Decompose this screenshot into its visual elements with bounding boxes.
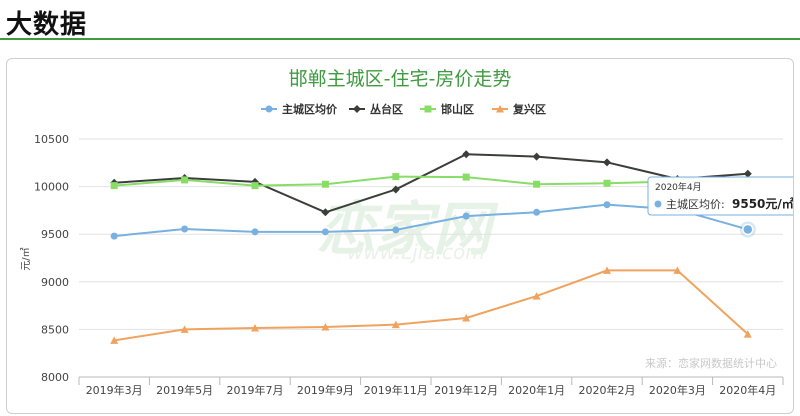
x-tick-label: 2020年3月 xyxy=(649,383,706,397)
data-point[interactable] xyxy=(391,185,400,194)
chart-panel: 恋家网 www.Ljia.com 邯郸主城区-住宅-房价走势 主城区均价 丛台区 邯… xyxy=(6,58,794,414)
tooltip-date: 2020年4月 xyxy=(655,181,702,193)
y-axis: 8000 8500 9000 9500 10000 10500 xyxy=(34,133,69,384)
x-tick-label: 2019年9月 xyxy=(297,383,354,397)
x-tick-label: 2019年12月 xyxy=(434,383,498,397)
series-2 xyxy=(110,150,752,217)
data-point[interactable] xyxy=(532,292,541,300)
watermark: 恋家网 www.Ljia.com xyxy=(317,195,499,264)
y-axis-label: 元/㎡ xyxy=(20,247,32,270)
header-divider xyxy=(0,38,800,40)
data-point[interactable] xyxy=(533,180,541,188)
x-tick-label: 2020年1月 xyxy=(508,383,565,397)
series-group xyxy=(110,150,752,344)
x-tick-label: 2019年3月 xyxy=(86,383,143,397)
data-point[interactable] xyxy=(392,226,400,234)
data-point[interactable] xyxy=(533,208,541,216)
data-point[interactable] xyxy=(603,266,611,274)
tooltip-value: 9550元/㎡ xyxy=(732,196,793,211)
data-point[interactable] xyxy=(181,176,189,184)
data-point[interactable] xyxy=(673,266,682,274)
data-point[interactable] xyxy=(532,152,541,161)
data-point[interactable] xyxy=(110,336,119,344)
data-point[interactable] xyxy=(462,212,470,220)
legend-item[interactable]: 复兴区 xyxy=(492,102,546,116)
watermark-url: www.Ljia.com xyxy=(347,240,485,264)
legend-label: 主城区均价 xyxy=(282,102,338,116)
data-point[interactable] xyxy=(110,232,118,240)
source-note: 来源：恋家网数据统计中心 xyxy=(645,356,777,370)
series-line xyxy=(114,269,749,342)
legend-marker xyxy=(353,105,361,113)
data-point[interactable] xyxy=(603,201,611,209)
legend-label: 邯山区 xyxy=(441,102,474,116)
price-trend-chart: 恋家网 www.Ljia.com 邯郸主城区-住宅-房价走势 主城区均价 丛台区 邯… xyxy=(20,68,793,397)
chart-title: 邯郸主城区-住宅-房价走势 xyxy=(289,68,512,90)
y-tick-label: 9000 xyxy=(41,276,69,289)
data-point[interactable] xyxy=(743,330,752,338)
x-axis: 2019年3月 2019年5月 2019年7月 2019年9月 2019年11月 2019… xyxy=(78,376,784,397)
data-point[interactable] xyxy=(321,208,330,217)
data-point[interactable] xyxy=(321,228,329,236)
legend-marker xyxy=(265,105,273,113)
data-point[interactable] xyxy=(603,158,611,167)
series-4 xyxy=(110,266,752,344)
legend-marker xyxy=(424,105,432,113)
data-point[interactable] xyxy=(462,313,471,322)
data-point[interactable] xyxy=(110,182,118,190)
data-point[interactable] xyxy=(251,323,259,332)
data-point[interactable] xyxy=(462,173,470,181)
y-tick-label: 8500 xyxy=(41,323,69,336)
data-point[interactable] xyxy=(391,320,400,329)
x-tick-label: 2020年4月 xyxy=(719,383,776,397)
data-point[interactable] xyxy=(743,169,752,178)
data-point[interactable] xyxy=(321,180,329,188)
page-header: 大数据 xyxy=(0,0,800,40)
legend-item[interactable]: 主城区均价 xyxy=(261,102,338,116)
tooltip-series-label: 主城区均价: xyxy=(666,198,725,211)
data-point[interactable] xyxy=(251,228,259,236)
tooltip-box xyxy=(647,176,793,216)
series-line xyxy=(114,153,748,214)
x-tick-label: 2020年2月 xyxy=(579,383,636,397)
series-line xyxy=(114,203,749,238)
data-point[interactable] xyxy=(321,323,330,331)
x-tick-label: 2019年7月 xyxy=(227,383,284,397)
watermark-logo-text: 恋家网 xyxy=(317,195,499,263)
data-point[interactable] xyxy=(180,325,189,333)
legend-label: 复兴区 xyxy=(512,102,546,116)
data-point[interactable] xyxy=(251,182,259,190)
legend-label: 丛台区 xyxy=(370,102,403,116)
page-title: 大数据 xyxy=(6,10,88,40)
y-tick-label: 9500 xyxy=(41,228,69,241)
y-tick-label: 8000 xyxy=(41,371,69,384)
y-tick-label: 10500 xyxy=(34,133,69,146)
chart-legend: 主城区均价 丛台区 邯山区 复兴区 xyxy=(261,102,546,116)
data-point[interactable] xyxy=(392,173,400,181)
legend-item[interactable]: 丛台区 xyxy=(349,102,403,116)
x-tick-label: 2019年11月 xyxy=(364,383,428,397)
data-point[interactable] xyxy=(462,150,471,159)
y-tick-label: 10000 xyxy=(34,181,69,194)
highlight-point[interactable] xyxy=(742,223,754,236)
data-point[interactable] xyxy=(603,179,611,187)
x-tick-label: 2019年5月 xyxy=(156,383,213,397)
legend-marker xyxy=(496,105,504,113)
series-line xyxy=(114,175,748,187)
tooltip-series-dot xyxy=(654,200,662,208)
data-point[interactable] xyxy=(181,225,189,233)
legend-item[interactable]: 邯山区 xyxy=(420,102,474,116)
